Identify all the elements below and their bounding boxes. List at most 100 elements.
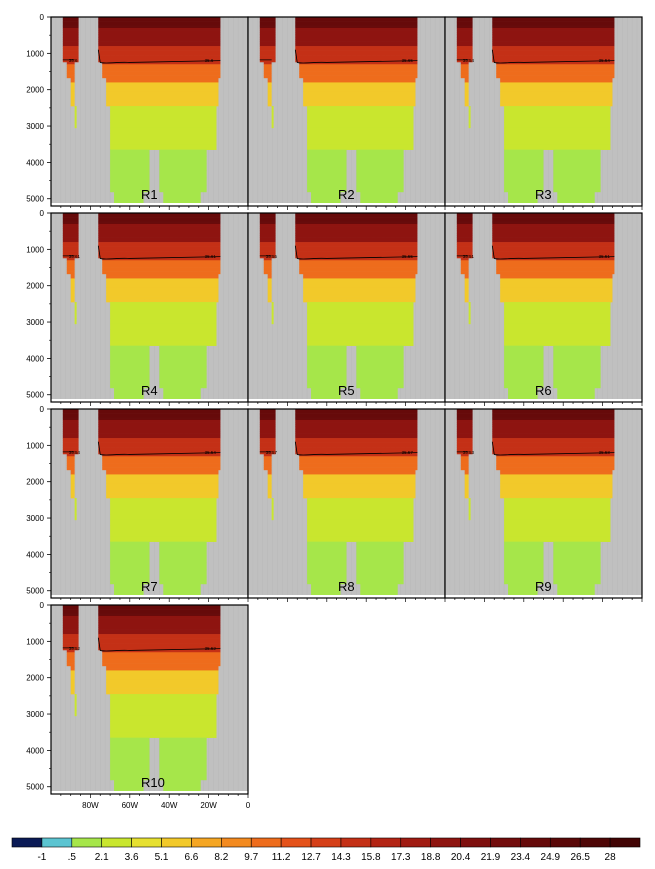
data-cell [74, 508, 77, 515]
data-cell [456, 239, 473, 243]
data-cell [504, 345, 544, 354]
data-cell [102, 467, 221, 471]
data-cell [295, 440, 418, 443]
data-cell [62, 222, 79, 225]
data-cell [492, 26, 615, 29]
data-cell [62, 442, 79, 446]
data-cell [98, 613, 221, 615]
data-cell [553, 177, 601, 186]
data-cell [114, 394, 144, 403]
data-cell [98, 647, 221, 651]
data-cell [98, 627, 221, 630]
data-cell [62, 634, 79, 637]
data-cell [263, 267, 272, 270]
data-cell [106, 670, 219, 674]
data-cell [98, 235, 221, 238]
data-cell [295, 246, 418, 250]
data-cell [98, 41, 221, 45]
data-cell [456, 411, 473, 414]
data-cell [460, 73, 469, 76]
data-cell [62, 50, 79, 54]
data-cell [259, 413, 276, 415]
data-cell [295, 255, 418, 259]
data-cell [98, 232, 221, 236]
data-cell [553, 576, 601, 585]
data-cell [74, 514, 77, 521]
data-cell [464, 299, 469, 303]
data-cell [303, 486, 416, 490]
data-cell [259, 59, 276, 63]
data-cell [106, 82, 219, 86]
data-cell [295, 433, 418, 437]
data-cell [311, 394, 341, 403]
data-cell [98, 631, 221, 635]
data-cell [267, 97, 272, 101]
data-cell [267, 489, 272, 493]
data-cell [70, 673, 75, 677]
data-cell [295, 18, 418, 21]
colorbar-label: 17.3 [391, 852, 411, 863]
data-cell [456, 18, 473, 21]
data-cell [303, 296, 416, 300]
data-cell [456, 57, 473, 61]
data-cell [62, 620, 79, 624]
data-cell [303, 489, 416, 493]
data-cell [62, 25, 79, 27]
data-cell [106, 80, 219, 83]
data-cell [110, 514, 217, 521]
data-cell [259, 248, 276, 252]
data-cell [106, 495, 219, 499]
data-cell [106, 691, 219, 695]
data-cell [259, 214, 276, 217]
data-cell [492, 218, 615, 221]
data-cell [62, 444, 79, 448]
data-cell [504, 352, 544, 361]
data-cell [553, 380, 601, 389]
data-cell [553, 555, 601, 564]
data-cell [299, 465, 418, 468]
bottom-strip [445, 203, 642, 206]
data-cell [299, 68, 418, 72]
data-cell [295, 34, 418, 38]
data-cell [110, 340, 217, 346]
data-cell [259, 438, 276, 441]
data-cell [110, 751, 150, 760]
data-cell [295, 221, 418, 223]
data-cell [159, 345, 207, 354]
data-cell [295, 222, 418, 225]
data-cell [66, 66, 75, 70]
data-cell [295, 442, 418, 446]
data-cell [62, 609, 79, 611]
data-cell [468, 312, 471, 319]
data-cell [504, 307, 611, 314]
data-cell [456, 214, 473, 217]
data-cell [303, 278, 416, 282]
data-cell [504, 508, 611, 515]
data-cell [460, 458, 469, 462]
data-cell [492, 447, 615, 450]
data-cell [259, 444, 276, 448]
data-cell [295, 413, 418, 415]
data-cell [110, 312, 217, 319]
data-cell [295, 232, 418, 236]
data-cell [303, 495, 416, 499]
data-cell [456, 244, 473, 247]
data-cell [66, 73, 75, 76]
data-cell [456, 59, 473, 63]
data-cell [66, 661, 75, 664]
data-cell [295, 228, 418, 232]
data-cell [159, 744, 207, 753]
data-cell [110, 726, 217, 733]
data-cell [110, 721, 217, 728]
data-cell [500, 299, 613, 303]
data-cell [468, 307, 471, 314]
data-cell [110, 156, 150, 165]
data-cell [62, 414, 79, 417]
data-cell [98, 17, 221, 19]
data-cell [259, 242, 276, 245]
data-cell [500, 469, 613, 473]
data-cell [492, 235, 615, 238]
data-cell [492, 431, 615, 434]
data-cell [504, 177, 544, 186]
data-cell [456, 25, 473, 27]
